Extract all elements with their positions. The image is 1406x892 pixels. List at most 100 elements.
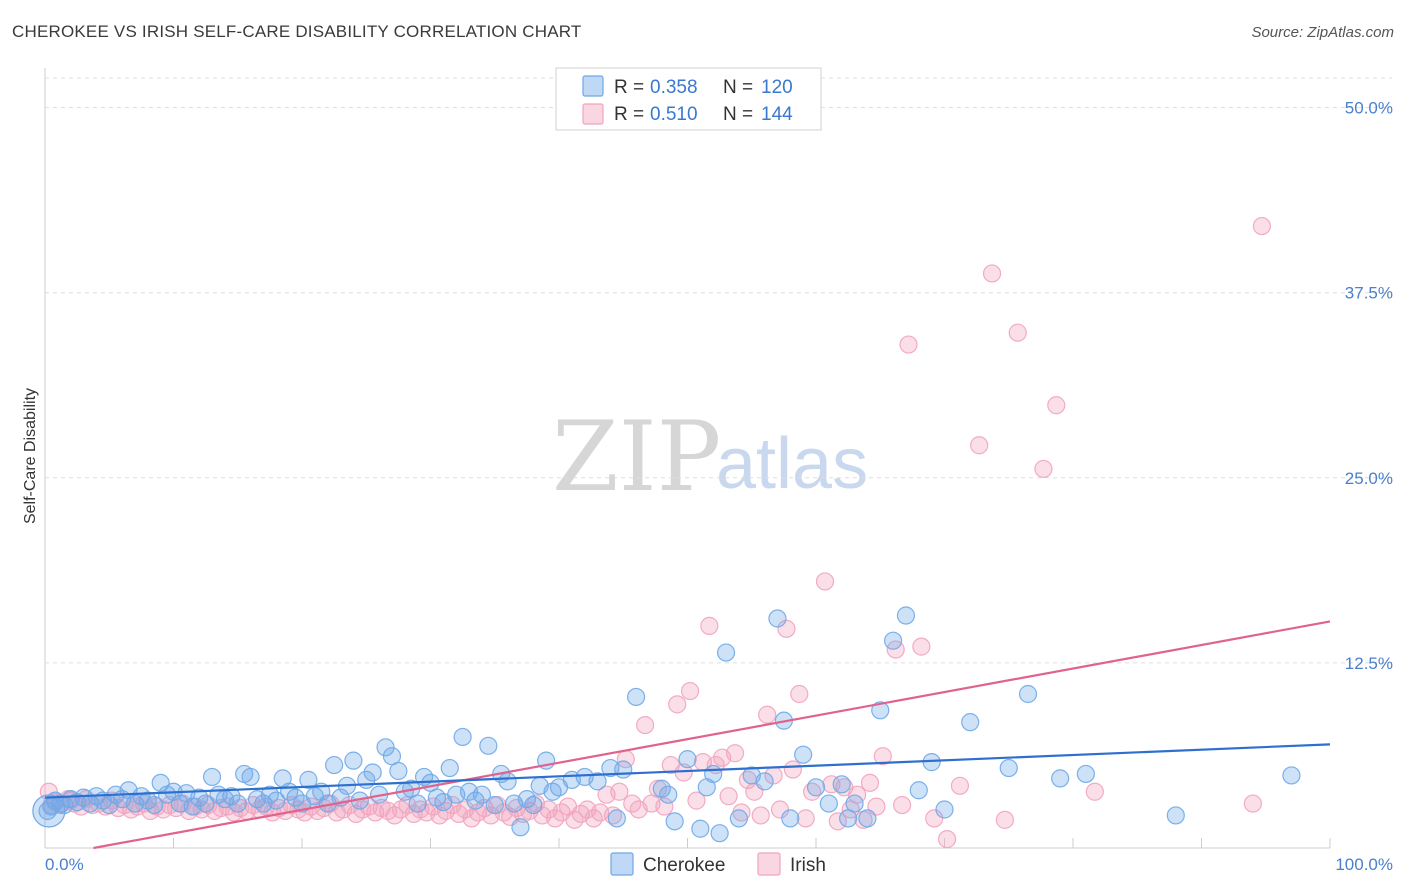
y-tick-labels: 12.5% 25.0% 37.5% 50.0%: [1345, 99, 1393, 673]
cherokee-point: [806, 778, 826, 797]
cherokee-point: [832, 775, 851, 794]
irish-point: [700, 616, 719, 635]
cherokee-point: [614, 760, 633, 779]
cherokee-point: [845, 794, 864, 813]
cherokee-point: [408, 794, 427, 813]
irish-point: [777, 619, 796, 638]
watermark-atlas: atlas: [716, 424, 868, 504]
cherokee-point: [858, 809, 877, 828]
cherokee-point: [472, 785, 491, 804]
cherokee-point: [729, 809, 749, 828]
cherokee-point: [241, 767, 260, 787]
cherokee-point: [883, 631, 903, 650]
trend-lines: [44, 620, 1331, 850]
irish-point: [719, 787, 738, 806]
legend-r-value-irish: 0.510: [650, 104, 698, 125]
cherokee-point: [524, 795, 543, 815]
cherokee-point: [704, 764, 723, 784]
irish-point: [648, 779, 668, 798]
irish-point: [668, 695, 687, 714]
cherokee-point: [781, 809, 800, 828]
series-legend: Cherokee Irish: [610, 852, 826, 876]
stats-legend-box: [555, 67, 822, 131]
cherokee-point: [819, 794, 838, 813]
source-credit: Source: ZipAtlas.com: [1251, 24, 1394, 41]
y-tick-label: 12.5%: [1345, 654, 1393, 673]
legend-n-value-irish: 144: [761, 104, 793, 125]
legend-r-label-irish: R =: [614, 104, 644, 125]
cherokee-point: [312, 782, 331, 801]
cherokee-point: [453, 727, 472, 747]
irish-point: [982, 264, 1002, 283]
irish-point: [1047, 396, 1066, 415]
irish-point: [1085, 782, 1104, 801]
irish-point: [680, 681, 700, 701]
cherokee-point: [794, 745, 813, 764]
irish-point: [1008, 323, 1027, 342]
bottom-legend-swatch-cherokee: [610, 852, 634, 876]
irish-point: [815, 572, 835, 591]
irish-point: [950, 776, 970, 795]
irish-point: [655, 797, 674, 816]
irish-trend-line: [93, 620, 1331, 850]
legend-r-value-cherokee: 0.358: [650, 77, 698, 98]
cherokee-point: [299, 770, 318, 789]
irish-point: [796, 809, 815, 828]
cherokee-point: [1166, 806, 1185, 825]
irish-point: [892, 795, 912, 815]
irish-point: [790, 684, 809, 704]
cherokee-point: [145, 795, 164, 815]
irish-point: [751, 806, 770, 825]
cherokee-point: [626, 687, 646, 707]
cherokee-point: [440, 758, 459, 778]
cherokee-point: [479, 736, 498, 755]
watermark-zip: ZIP: [552, 401, 721, 513]
x-tick-marks: [173, 838, 1331, 848]
irish-point: [828, 812, 847, 831]
y-tick-label: 50.0%: [1345, 99, 1393, 118]
cherokee-point: [228, 794, 247, 813]
cherokee-points: [32, 606, 1301, 843]
cherokee-point: [768, 609, 787, 628]
cherokee-point: [485, 795, 504, 815]
irish-point: [873, 747, 892, 766]
cherokee-point: [38, 801, 57, 821]
irish-points: [39, 216, 1271, 849]
watermark: ZIP atlas: [552, 401, 868, 513]
x-tick-labels: 0.0% 100.0%: [45, 855, 1393, 874]
cherokee-point: [678, 750, 697, 769]
irish-point: [635, 715, 655, 735]
irish-point: [937, 830, 957, 849]
cherokee-point: [511, 818, 530, 837]
cherokee-point-cluster: [32, 794, 66, 828]
cherokee-point: [691, 819, 710, 838]
irish-point: [610, 782, 629, 801]
irish-point: [860, 773, 880, 792]
irish-point: [725, 744, 745, 763]
irish-point: [1034, 459, 1053, 479]
y-tick-label: 25.0%: [1345, 469, 1393, 488]
cherokee-point: [222, 787, 241, 806]
cherokee-point: [376, 738, 395, 757]
irish-point: [1252, 216, 1271, 236]
legend-n-label-cherokee: N =: [723, 77, 753, 98]
bottom-legend-label-cherokee: Cherokee: [643, 855, 725, 876]
irish-point: [758, 705, 777, 724]
irish-point: [899, 335, 918, 354]
cherokee-point: [755, 772, 774, 791]
cherokee-point: [1076, 764, 1095, 784]
y-axis-title: Self-Care Disability: [22, 388, 39, 524]
cherokee-point: [151, 773, 170, 792]
cherokee-point: [935, 800, 954, 819]
chart-title: CHEROKEE VS IRISH SELF-CARE DISABILITY C…: [12, 22, 582, 41]
legend-r-label-cherokee: R =: [614, 77, 644, 98]
cherokee-point: [999, 758, 1018, 778]
x-tick-label-max: 100.0%: [1335, 855, 1393, 874]
cherokee-point: [961, 713, 980, 732]
cherokee-point: [665, 812, 684, 831]
cherokee-point: [1051, 769, 1070, 788]
legend-swatch-cherokee: [582, 75, 604, 97]
cherokee-point: [196, 794, 215, 813]
cherokee-point: [896, 606, 916, 625]
